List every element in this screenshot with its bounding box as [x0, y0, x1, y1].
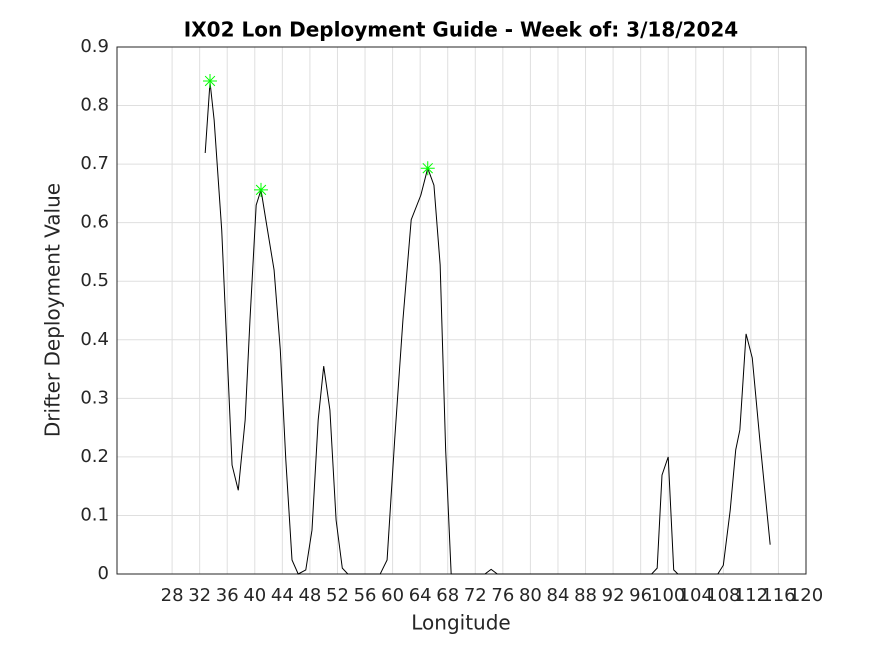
x-tick-label: 60: [381, 585, 404, 606]
x-tick-label: 36: [216, 585, 239, 606]
y-tick-label: 0.9: [80, 36, 109, 57]
x-tick-label: 92: [602, 585, 625, 606]
y-tick-label: 0.4: [80, 329, 109, 350]
peak-marker: [254, 182, 269, 197]
x-tick-label: 68: [436, 585, 459, 606]
x-tick-label: 64: [409, 585, 432, 606]
x-tick-label: 96: [629, 585, 652, 606]
x-tick-label: 52: [326, 585, 349, 606]
x-tick-label: 80: [519, 585, 542, 606]
data-line: [204, 82, 771, 575]
x-tick-label: 28: [161, 585, 184, 606]
x-tick-label: 76: [491, 585, 514, 606]
plot-area: [117, 47, 806, 574]
y-tick-label: 0.1: [80, 504, 109, 525]
x-tick-label: 112: [734, 585, 768, 606]
x-tick-label: 48: [298, 585, 321, 606]
y-tick-label: 0.6: [80, 212, 109, 233]
x-axis-label: Longitude: [411, 611, 510, 635]
x-tick-label: 56: [354, 585, 377, 606]
x-tick-label: 116: [761, 585, 795, 606]
y-tick-label: 0.3: [80, 387, 109, 408]
y-tick-label: 0.7: [80, 153, 109, 174]
y-tick-label: 0.8: [80, 95, 109, 116]
y-tick-label: 0: [98, 563, 109, 584]
y-axis-label: Drifter Deployment Value: [41, 183, 65, 437]
x-tick-label: 120: [789, 585, 823, 606]
x-tick-label: 72: [464, 585, 487, 606]
x-tick-label: 84: [547, 585, 570, 606]
peak-marker: [203, 73, 218, 88]
x-tick-label: 104: [679, 585, 713, 606]
x-tick-label: 108: [706, 585, 740, 606]
x-tick-label: 40: [243, 585, 266, 606]
x-tick-label: 44: [271, 585, 294, 606]
x-tick-label: 32: [188, 585, 211, 606]
y-tick-label: 0.2: [80, 446, 109, 467]
y-tick-label: 0.5: [80, 270, 109, 291]
x-tick-label: 88: [574, 585, 597, 606]
x-tick-label: 100: [651, 585, 685, 606]
chart-title: IX02 Lon Deployment Guide - Week of: 3/1…: [184, 18, 738, 42]
peak-marker: [420, 161, 435, 176]
